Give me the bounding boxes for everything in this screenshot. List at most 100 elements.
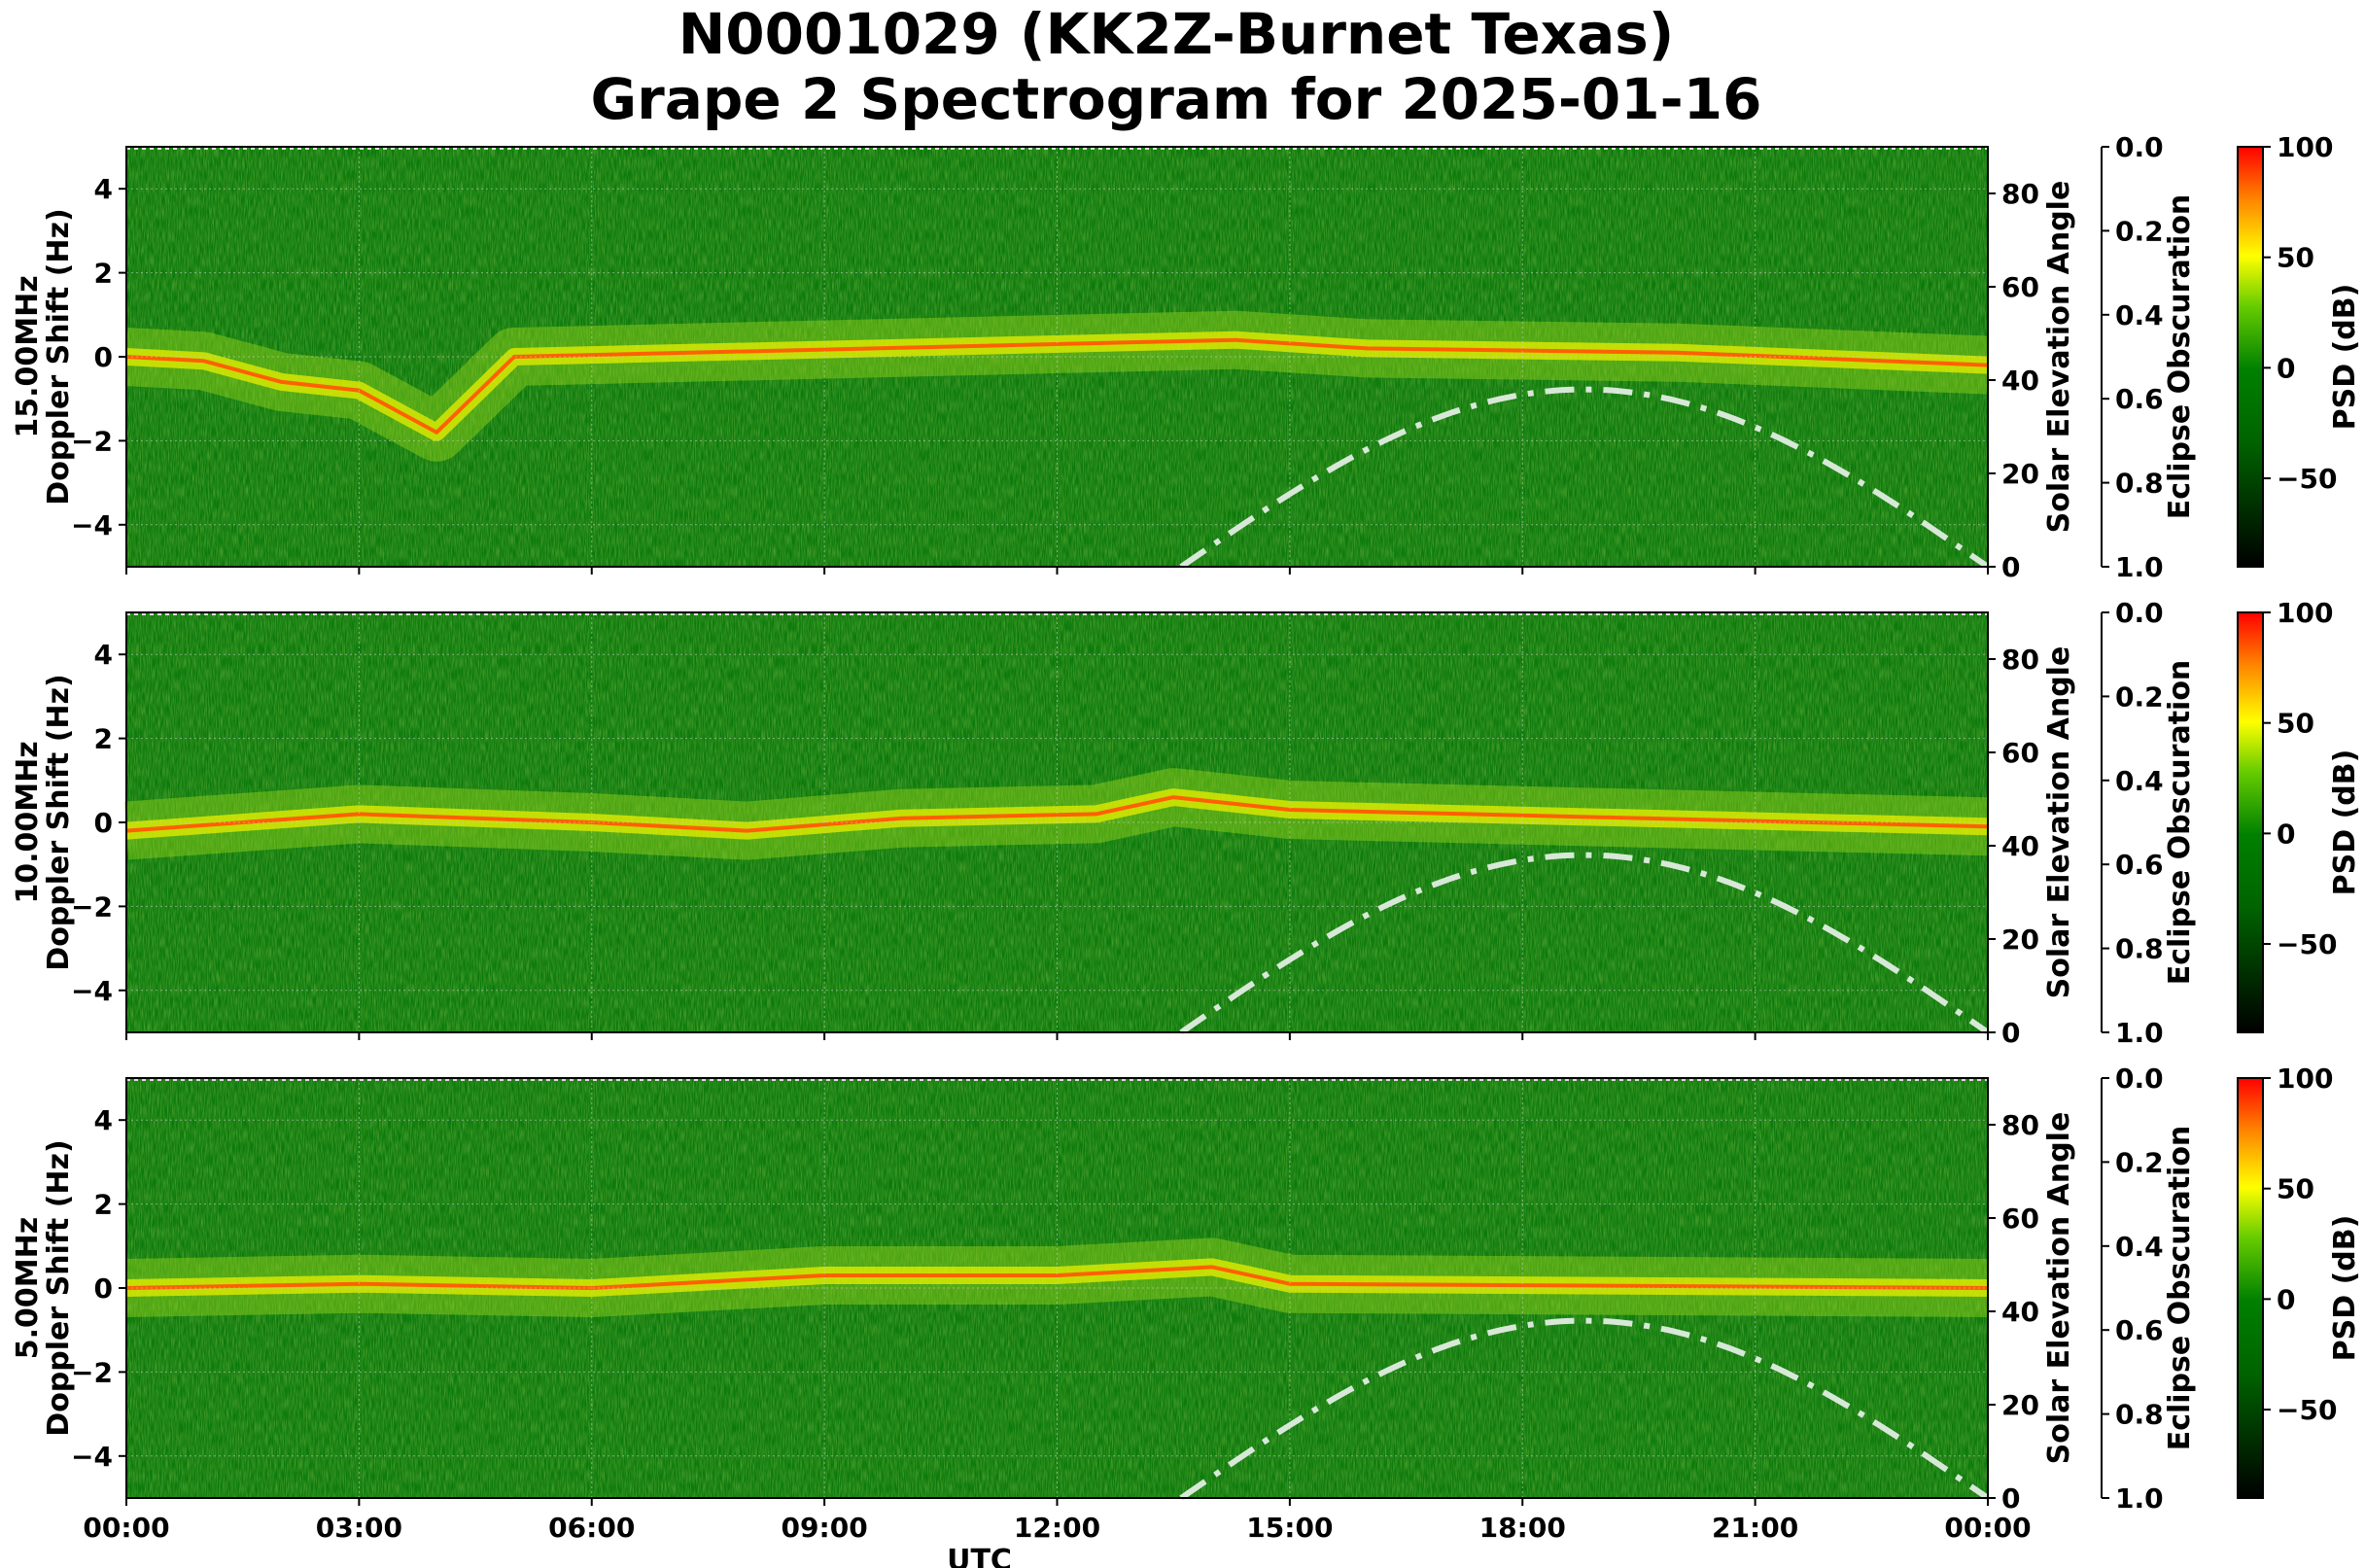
solar-elevation-label: Solar Elevation Angle (2042, 181, 2076, 534)
colorbar-tick-label: −50 (2277, 928, 2337, 960)
x-tick-label: 00:00 (1944, 1512, 2031, 1544)
right-tick-label: 20 (2001, 458, 2039, 490)
colorbar-tick-label: 50 (2277, 708, 2314, 740)
right-tick-label: 80 (2001, 644, 2039, 676)
y-tick-label: −2 (71, 425, 113, 457)
obscuration-tick-label: 0.2 (2115, 215, 2164, 247)
obscuration-tick-label: 0.2 (2115, 1146, 2164, 1178)
y-tick-label: 2 (94, 258, 113, 290)
obscuration-tick-label: 0.6 (2115, 383, 2164, 415)
obscuration-tick-label: 0.4 (2115, 765, 2164, 797)
colorbar-label: PSD (dB) (2328, 749, 2362, 896)
solar-elevation-curve (1179, 386, 1990, 570)
right-tick-label: 0 (2001, 551, 2020, 583)
colorbar-tick-label: 50 (2277, 1173, 2314, 1205)
obscuration-tick-label: 0.0 (2115, 1063, 2164, 1095)
right-tick-label: 0 (2001, 1482, 2020, 1515)
x-tick-label: 06:00 (548, 1512, 635, 1544)
signal-trace (125, 337, 1989, 435)
right-tick-label: 60 (2001, 737, 2039, 769)
y-axis-label: Doppler Shift (Hz) (42, 208, 76, 505)
colorbar-tick-label: −50 (2277, 1394, 2337, 1426)
y-tick-label: −4 (71, 1441, 113, 1473)
y-tick-label: −2 (71, 890, 113, 923)
y-tick-label: 2 (94, 723, 113, 755)
x-tick-label: 18:00 (1479, 1512, 1566, 1544)
obscuration-tick-label: 0.0 (2115, 597, 2164, 629)
obscuration-tick-label: 1.0 (2115, 1017, 2164, 1049)
colorbar-tick-label: 0 (2277, 352, 2295, 384)
colorbar (2237, 146, 2264, 568)
colorbar-label: PSD (dB) (2328, 284, 2362, 431)
y-tick-label: 4 (94, 173, 113, 205)
colorbar-tick-label: 100 (2277, 1063, 2333, 1095)
right-tick-label: 60 (2001, 1202, 2039, 1235)
y-axis-band-label: 10.00MHz (11, 741, 45, 903)
colorbar (2237, 1077, 2264, 1499)
obscuration-tick-label: 0.6 (2115, 849, 2164, 881)
y-tick-label: −4 (71, 509, 113, 541)
x-tick-label: 12:00 (1014, 1512, 1100, 1544)
obscuration-tick-label: 0.4 (2115, 299, 2164, 331)
obscuration-tick-label: 0.8 (2115, 468, 2164, 500)
chart-title-line1: N0001029 (KK2Z-Burnet Texas) (678, 1, 1675, 67)
y-tick-label: 4 (94, 1104, 113, 1136)
signal-trace (125, 795, 1989, 833)
x-tick-label: 00:00 (83, 1512, 169, 1544)
x-tick-label: 15:00 (1246, 1512, 1333, 1544)
x-tick-label: 21:00 (1712, 1512, 1798, 1544)
obscuration-tick-label: 1.0 (2115, 1482, 2164, 1515)
right-tick-label: 40 (2001, 830, 2039, 862)
y-axis-band-label: 15.00MHz (11, 275, 45, 437)
x-axis-label: UTC (947, 1544, 1012, 1568)
colorbar-tick-label: 0 (2277, 1283, 2295, 1315)
colorbar-tick-label: 0 (2277, 818, 2295, 850)
obscuration-tick-label: 0.6 (2115, 1314, 2164, 1346)
solar-elevation-curve (1179, 852, 1990, 1035)
y-axis-label: Doppler Shift (Hz) (42, 1139, 76, 1436)
right-tick-label: 0 (2001, 1017, 2020, 1049)
colorbar (2237, 611, 2264, 1033)
obscuration-tick-label: 0.0 (2115, 131, 2164, 163)
y-axis-label: Doppler Shift (Hz) (42, 674, 76, 970)
colorbar-label: PSD (dB) (2328, 1215, 2362, 1362)
chart-title-line2: Grape 2 Spectrogram for 2025-01-16 (591, 66, 1762, 132)
obscuration-tick-label: 0.2 (2115, 680, 2164, 713)
right-tick-label: 40 (2001, 1296, 2039, 1328)
signal-trace (125, 1265, 1989, 1290)
y-tick-label: 0 (94, 1272, 113, 1305)
right-tick-label: 80 (2001, 1109, 2039, 1141)
obscuration-tick-label: 1.0 (2115, 551, 2164, 583)
solar-elevation-curve (1179, 1317, 1990, 1501)
colorbar-tick-label: −50 (2277, 463, 2337, 495)
obscuration-tick-label: 0.8 (2115, 933, 2164, 965)
y-tick-label: 0 (94, 341, 113, 373)
obscuration-label: Eclipse Obscuration (2163, 660, 2197, 986)
obscuration-label: Eclipse Obscuration (2163, 194, 2197, 520)
x-tick-label: 03:00 (316, 1512, 402, 1544)
right-tick-label: 20 (2001, 1389, 2039, 1421)
right-tick-label: 60 (2001, 271, 2039, 303)
y-tick-label: −4 (71, 975, 113, 1007)
right-tick-label: 80 (2001, 178, 2039, 210)
colorbar-tick-label: 100 (2277, 597, 2333, 629)
y-axis-band-label: 5.00MHz (11, 1217, 45, 1359)
y-tick-label: 0 (94, 807, 113, 839)
y-tick-label: 2 (94, 1189, 113, 1221)
solar-elevation-label: Solar Elevation Angle (2042, 1112, 2076, 1465)
obscuration-tick-label: 0.4 (2115, 1231, 2164, 1263)
right-tick-label: 40 (2001, 365, 2039, 397)
y-tick-label: −2 (71, 1356, 113, 1388)
solar-elevation-label: Solar Elevation Angle (2042, 646, 2076, 999)
obscuration-tick-label: 0.8 (2115, 1399, 2164, 1431)
y-tick-label: 4 (94, 639, 113, 671)
x-tick-label: 09:00 (782, 1512, 868, 1544)
